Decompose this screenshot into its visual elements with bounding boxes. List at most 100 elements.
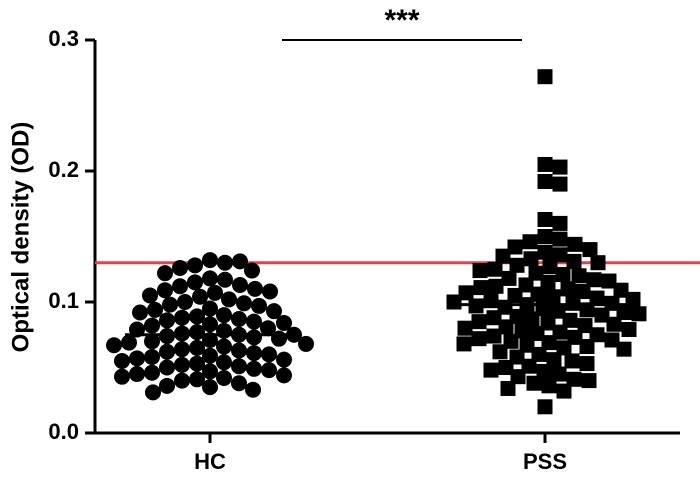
data-point xyxy=(537,156,553,172)
data-point xyxy=(251,297,267,314)
data-point xyxy=(132,304,148,321)
data-point xyxy=(473,280,489,296)
data-point xyxy=(577,318,593,334)
data-point xyxy=(202,270,218,287)
data-point xyxy=(114,368,130,385)
data-point xyxy=(231,311,247,328)
data-point xyxy=(510,369,526,385)
data-point xyxy=(621,322,637,338)
data-point xyxy=(458,285,474,301)
data-point xyxy=(207,284,223,301)
data-point xyxy=(217,254,233,271)
data-point xyxy=(144,333,160,350)
data-point xyxy=(276,351,292,368)
data-point xyxy=(245,381,261,398)
data-point xyxy=(501,270,517,286)
data-point xyxy=(589,290,605,306)
data-point xyxy=(202,347,218,364)
data-point xyxy=(472,263,488,279)
data-point xyxy=(172,278,188,295)
data-point xyxy=(571,268,587,284)
data-point xyxy=(487,261,503,277)
data-point xyxy=(498,319,514,335)
data-point xyxy=(523,251,539,267)
data-point xyxy=(147,301,163,318)
x-tick-label: HC xyxy=(194,449,226,474)
data-point xyxy=(537,211,553,227)
data-point xyxy=(550,303,566,319)
data-point xyxy=(552,231,568,247)
data-point xyxy=(537,399,553,415)
data-point xyxy=(216,322,232,339)
data-point xyxy=(500,380,516,396)
data-point xyxy=(579,356,595,372)
data-point xyxy=(507,287,523,303)
data-point xyxy=(260,320,276,337)
data-point xyxy=(174,341,190,358)
data-point xyxy=(159,312,175,329)
data-point xyxy=(189,371,205,388)
data-point xyxy=(162,296,178,313)
data-point xyxy=(589,327,605,343)
data-point xyxy=(488,278,504,294)
data-point xyxy=(590,255,606,271)
data-point xyxy=(187,274,203,291)
data-point xyxy=(144,364,160,381)
data-point xyxy=(537,173,553,189)
data-point xyxy=(594,307,610,323)
data-point xyxy=(507,239,523,255)
data-point xyxy=(492,344,508,360)
data-point xyxy=(566,253,582,269)
data-point xyxy=(601,273,617,289)
data-point xyxy=(456,336,472,352)
data-point xyxy=(106,337,122,354)
data-point xyxy=(216,338,232,355)
data-point xyxy=(192,288,208,305)
data-point xyxy=(189,308,205,325)
data-point xyxy=(159,343,175,360)
data-point xyxy=(157,265,173,282)
data-point xyxy=(142,287,158,304)
y-tick-label: 0.3 xyxy=(48,26,79,51)
data-point xyxy=(457,320,473,336)
data-point xyxy=(519,337,535,353)
data-point xyxy=(560,281,576,297)
data-point xyxy=(202,252,218,269)
data-point xyxy=(276,314,292,331)
data-point xyxy=(202,379,218,396)
data-point xyxy=(552,247,568,263)
data-point xyxy=(231,375,247,392)
data-point xyxy=(551,366,567,382)
data-point xyxy=(495,248,511,264)
data-point xyxy=(616,304,632,320)
data-point xyxy=(232,253,248,270)
data-point xyxy=(522,234,538,250)
data-point xyxy=(174,356,190,373)
data-point xyxy=(159,359,175,376)
data-point xyxy=(631,306,647,322)
data-point xyxy=(556,383,572,399)
data-point xyxy=(202,316,218,333)
data-point xyxy=(564,353,580,369)
data-point xyxy=(144,317,160,334)
data-point xyxy=(616,341,632,357)
data-point xyxy=(483,362,499,378)
data-point xyxy=(232,276,248,293)
data-point xyxy=(606,316,622,332)
data-point xyxy=(189,339,205,356)
data-point xyxy=(129,350,145,367)
data-point xyxy=(261,362,277,379)
data-point xyxy=(537,69,553,85)
data-point xyxy=(114,352,130,369)
data-point xyxy=(202,363,218,380)
data-point xyxy=(159,377,175,394)
data-point xyxy=(541,335,557,351)
x-tick-label: PSS xyxy=(523,449,567,474)
data-point xyxy=(129,366,145,383)
data-point xyxy=(542,259,558,275)
data-point xyxy=(552,159,568,175)
data-point xyxy=(271,330,287,347)
data-point xyxy=(537,229,553,244)
data-point xyxy=(262,283,278,300)
